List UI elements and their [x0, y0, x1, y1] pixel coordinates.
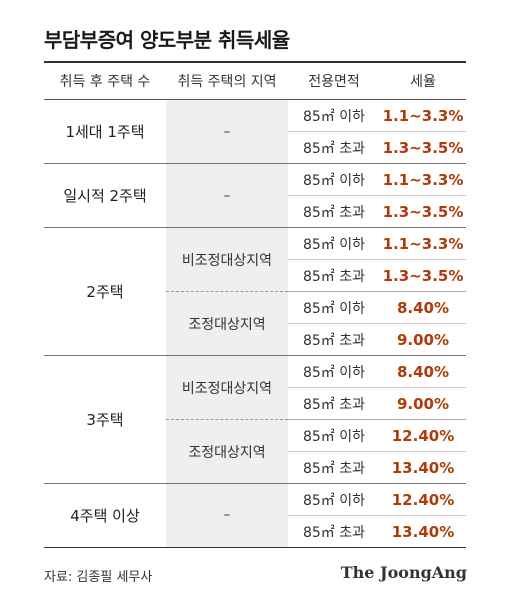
rate-cell: 13.40% [380, 451, 466, 484]
table-row: 2주택 비조정대상지역 85㎡ 이하 1.1~3.3% [44, 227, 466, 356]
region-dash: – [223, 187, 231, 204]
rate-cell: 1.1~3.3% [380, 163, 466, 196]
brand-logo: The JoongAng [340, 563, 467, 582]
category-cell: 1세대 1주택 [44, 99, 166, 164]
table-row: 85㎡ 초과 9.00% [44, 387, 466, 420]
tax-rate-table: 취득 후 주택 수 취득 주택의 지역 전용면적 세율 1세대 1주택 – 85… [44, 63, 466, 548]
table-row: 4주택 이상 – 85㎡ 이하 12.40% [44, 483, 466, 548]
rate-cell: 1.1~3.3% [380, 227, 466, 260]
area-cell: 85㎡ 이하 [288, 483, 380, 516]
page-title: 부담부증여 양도부분 취득세율 [44, 28, 290, 52]
area-cell: 85㎡ 초과 [288, 131, 380, 164]
table-row: 85㎡ 초과 13.40% [44, 451, 466, 484]
rate-cell: 13.40% [391, 522, 455, 541]
rate-cell: 1.3~3.5% [380, 195, 466, 228]
rate-cell: 8.40% [380, 291, 466, 324]
table-row: 85㎡ 초과 1.3~3.5% [44, 259, 466, 292]
region-dash: – [223, 123, 231, 140]
header-rate: 세율 [380, 63, 466, 100]
category-cell: 2주택 [44, 227, 166, 356]
header-house-count: 취득 후 주택 수 [44, 63, 166, 100]
table-row: 조정대상지역 85㎡ 이하 12.40% [44, 419, 466, 484]
table-row: 조정대상지역 85㎡ 이하 8.40% [44, 291, 466, 356]
table-row: 85㎡ 초과 1.3~3.5% [44, 195, 466, 228]
table-row: 85㎡ 초과 1.3~3.5% [44, 131, 466, 164]
rate-cell: 8.40% [380, 355, 466, 388]
category-cell: 일시적 2주택 [44, 163, 166, 228]
table-row: 3주택 비조정대상지역 85㎡ 이하 8.40% [44, 355, 466, 484]
region-cell: 조정대상지역 [166, 291, 288, 356]
region-cell: 비조정대상지역 [166, 227, 288, 292]
area-cell: 85㎡ 이하 [288, 99, 380, 132]
region-dash: – [223, 507, 231, 524]
region-cell: 비조정대상지역 [166, 355, 288, 420]
header-area: 전용면적 [288, 63, 380, 100]
rate-cell: 1.3~3.5% [380, 131, 466, 164]
area-cell: 85㎡ 초과 [302, 524, 366, 541]
area-cell: 85㎡ 이하 [288, 419, 380, 452]
table-row: 일시적 2주택 – 85㎡ 이하 1.1~3.3% [44, 163, 466, 228]
table-row: 85㎡ 초과 9.00% [44, 323, 466, 356]
top-rule [44, 61, 466, 63]
region-cell: – [166, 163, 288, 228]
area-cell: 85㎡ 초과 [288, 451, 380, 484]
rate-cell: 1.3~3.5% [380, 259, 466, 292]
table-row: 85㎡ 초과 13.40% [44, 516, 466, 548]
rate-cell: 12.40% [380, 419, 466, 452]
area-cell: 85㎡ 초과 [288, 387, 380, 420]
header-row: 취득 후 주택 수 취득 주택의 지역 전용면적 세율 [44, 63, 466, 100]
region-cell: – [166, 483, 288, 548]
source-note: 자료: 김종필 세무사 [44, 570, 153, 585]
area-cell: 85㎡ 이하 [288, 163, 380, 196]
area-cell: 85㎡ 초과 [288, 323, 380, 356]
bottom-rule [44, 547, 466, 548]
rate-cell: 9.00% [380, 323, 466, 356]
area-cell: 85㎡ 이하 [288, 291, 380, 324]
area-cell: 85㎡ 이하 [288, 227, 380, 260]
rate-cell: 9.00% [380, 387, 466, 420]
region-cell: 조정대상지역 [166, 419, 288, 484]
region-cell: – [166, 99, 288, 164]
rate-cell: 12.40% [380, 483, 466, 516]
category-cell: 3주택 [44, 355, 166, 484]
header-region: 취득 주택의 지역 [166, 63, 288, 100]
category-cell: 4주택 이상 [44, 483, 166, 548]
area-cell: 85㎡ 초과 [288, 259, 380, 292]
area-cell: 85㎡ 이하 [288, 355, 380, 388]
rate-cell: 1.1~3.3% [380, 99, 466, 132]
table-row: 1세대 1주택 – 85㎡ 이하 1.1~3.3% [44, 99, 466, 164]
area-cell: 85㎡ 초과 [288, 195, 380, 228]
